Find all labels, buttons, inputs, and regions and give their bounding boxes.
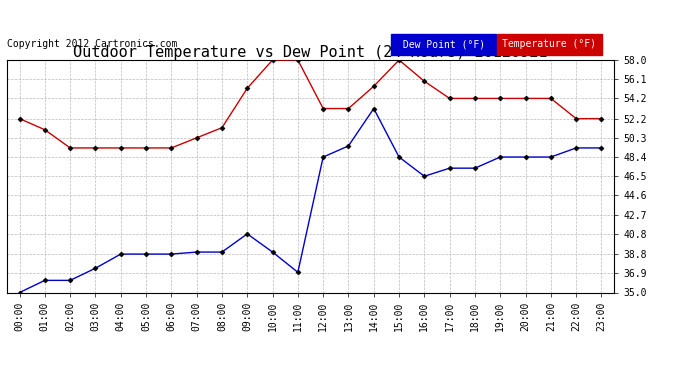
Text: Copyright 2012 Cartronics.com: Copyright 2012 Cartronics.com	[7, 39, 177, 50]
Title: Outdoor Temperature vs Dew Point (24 Hours) 20120921: Outdoor Temperature vs Dew Point (24 Hou…	[73, 45, 548, 60]
Text: Temperature (°F): Temperature (°F)	[502, 39, 596, 50]
Text: Dew Point (°F): Dew Point (°F)	[397, 39, 491, 50]
